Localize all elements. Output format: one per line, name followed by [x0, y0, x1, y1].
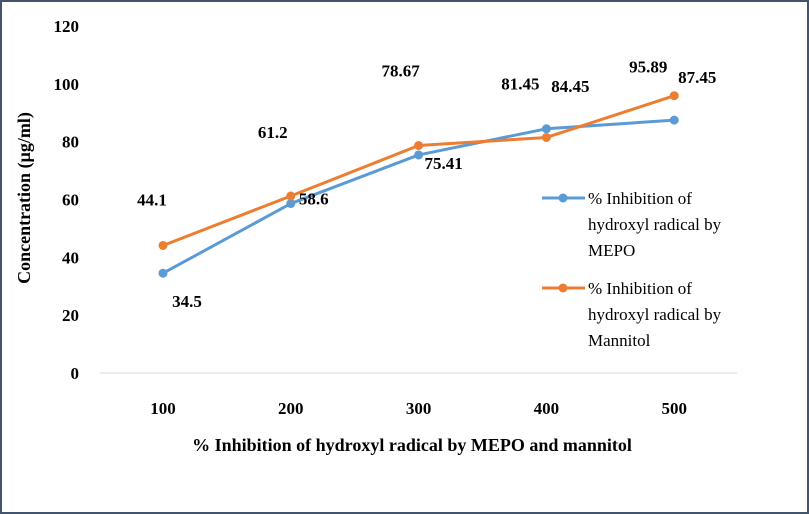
data-label: 61.2 [258, 123, 288, 142]
x-tick-label: 400 [534, 399, 560, 418]
data-label: 44.1 [137, 190, 167, 209]
x-tick-label: 500 [661, 399, 687, 418]
data-point [414, 141, 424, 151]
y-tick-label: 20 [62, 306, 79, 325]
y-tick-label: 60 [62, 191, 79, 210]
data-point [541, 132, 551, 142]
legend-text: hydroxyl radical by [588, 305, 722, 324]
data-label: 58.6 [299, 190, 329, 209]
data-point [669, 91, 679, 101]
data-label: 87.45 [678, 68, 716, 87]
legend-marker-1 [558, 283, 568, 293]
y-tick-label: 100 [54, 75, 80, 94]
data-point [158, 268, 168, 278]
y-tick-label: 80 [62, 133, 79, 152]
y-axis-title: Concentration (µg/ml) [14, 112, 35, 284]
data-label: 34.5 [172, 292, 202, 311]
legend-text: Mannitol [588, 331, 651, 350]
legend-marker-0 [558, 193, 568, 203]
data-point [669, 115, 679, 125]
y-tick-label: 120 [54, 17, 80, 36]
data-point [414, 150, 424, 160]
y-tick-label: 0 [71, 364, 80, 383]
x-axis-title: % Inhibition of hydroxyl radical by MEPO… [192, 435, 632, 455]
legend-text: MEPO [588, 241, 635, 260]
data-label: 95.89 [629, 58, 667, 77]
x-tick-label: 200 [278, 399, 304, 418]
y-tick-label: 40 [62, 248, 79, 267]
data-label: 75.41 [424, 154, 462, 173]
legend-text: % Inhibition of [588, 189, 692, 208]
data-label: 84.45 [551, 77, 589, 96]
x-tick-label: 300 [406, 399, 432, 418]
legend-text: hydroxyl radical by [588, 215, 722, 234]
data-point [158, 240, 168, 250]
data-point [286, 199, 296, 209]
data-label: 78.67 [381, 62, 420, 81]
legend-text: % Inhibition of [588, 279, 692, 298]
data-point [286, 191, 296, 201]
data-label: 81.45 [501, 74, 539, 93]
x-tick-label: 100 [150, 399, 176, 418]
data-point [541, 124, 551, 134]
